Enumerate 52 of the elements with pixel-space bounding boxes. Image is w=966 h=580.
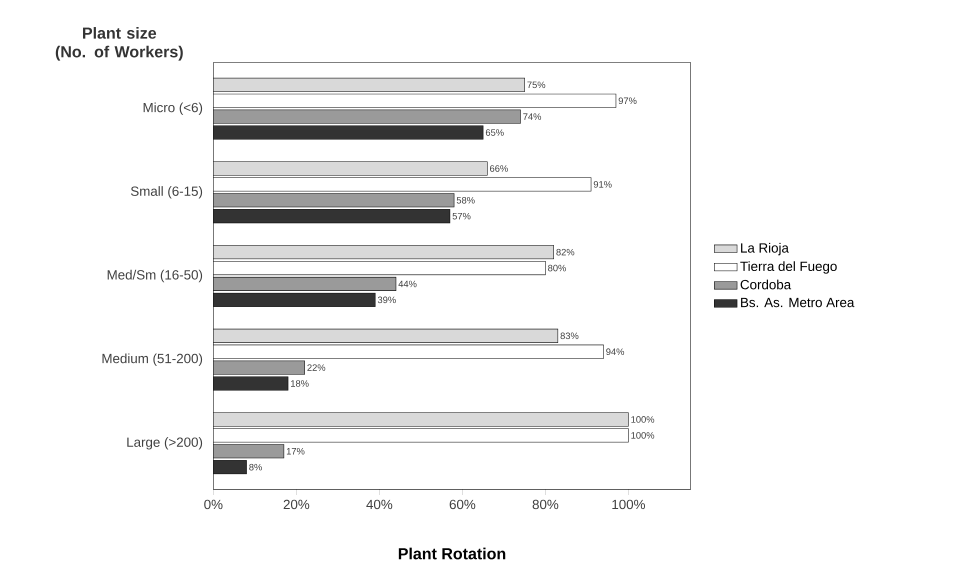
bar: [213, 360, 305, 375]
data-label: 66%: [490, 165, 508, 172]
x-tick-label: 60%: [450, 500, 476, 510]
bar: [213, 245, 554, 260]
data-label: 82%: [556, 248, 574, 256]
data-label: 83%: [560, 332, 578, 340]
x-tick-label: 80%: [532, 500, 558, 510]
data-label: 8%: [249, 464, 262, 470]
data-label: 100%: [631, 432, 654, 439]
y-tick-label: Micro (<6): [144, 102, 202, 115]
bar: [213, 193, 454, 208]
bar: [213, 444, 284, 458]
bar: [213, 412, 629, 426]
data-label: 22%: [307, 364, 326, 371]
data-label: 57%: [452, 212, 471, 220]
bar: [213, 110, 521, 124]
data-label: 97%: [618, 97, 637, 104]
bar: [213, 161, 488, 176]
data-label: 44%: [398, 280, 417, 288]
data-label: 74%: [523, 113, 542, 120]
y-tick-label: Medium (51-200): [102, 353, 202, 366]
data-label: 75%: [527, 82, 546, 88]
data-label: 18%: [291, 380, 309, 387]
x-tick-label: 100%: [612, 500, 645, 510]
bar: [213, 376, 288, 391]
y-tick-label: Small (6-15): [130, 186, 202, 199]
data-label: 58%: [456, 196, 475, 204]
bar: [213, 292, 376, 307]
bar: [213, 261, 546, 276]
bar: [213, 209, 450, 224]
x-tick-label: 20%: [284, 500, 310, 510]
x-tick-label: 40%: [366, 500, 392, 510]
x-tick-label: 0%: [204, 500, 223, 510]
legend-label: Bs. As. Metro Area: [741, 298, 854, 308]
data-label: 17%: [286, 448, 305, 455]
data-label: 100%: [631, 416, 654, 423]
data-label: 94%: [606, 348, 624, 356]
legend-label: La Rioja: [741, 242, 789, 256]
data-label: 91%: [594, 181, 612, 188]
data-label: 39%: [378, 296, 396, 304]
legend-label: Cordoba: [740, 280, 792, 290]
bar: [213, 276, 396, 291]
bar: [213, 460, 247, 474]
y-tick-label: Large (>200): [127, 437, 202, 450]
x-axis-title: Plant Rotation: [398, 548, 506, 560]
data-label: 65%: [486, 129, 504, 136]
y-tick-label: Med/Sm (16-50): [108, 270, 202, 282]
bar: [213, 125, 484, 140]
bar: [213, 78, 525, 92]
data-label: 80%: [548, 264, 566, 272]
legend-label: Tierra del Fuego: [740, 261, 837, 274]
y-axis-title: Plant size (No. of Workers): [56, 27, 183, 61]
